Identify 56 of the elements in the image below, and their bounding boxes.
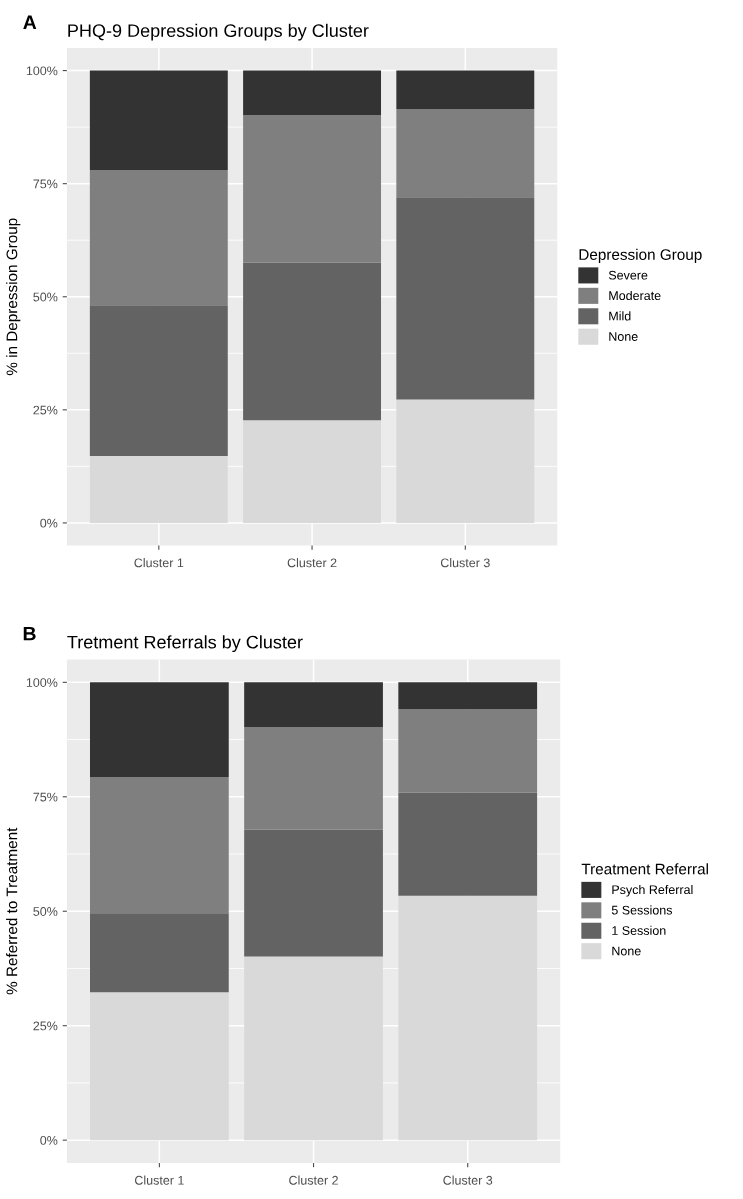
bar (243, 420, 382, 523)
bar (396, 197, 535, 400)
x-tick-label: Cluster 2 (289, 1175, 338, 1185)
legend-label: Psych Referral (612, 884, 693, 897)
bar (398, 895, 538, 1141)
legend-label: 5 Sessions (611, 905, 673, 915)
y-tick-label: 25% (33, 1021, 58, 1031)
legend-title: Depression Group (579, 248, 702, 263)
y-tick-label: 25% (33, 405, 58, 415)
bar (244, 956, 383, 1141)
text: B (23, 626, 36, 641)
chart-title: Tretment Referrals by Cluster (67, 635, 303, 653)
bar (90, 992, 229, 1141)
legend-label: Mild (609, 311, 631, 321)
bar (244, 829, 383, 957)
chart-title: PHQ-9 Depression Groups by Cluster (68, 23, 369, 41)
bar (244, 727, 383, 830)
legend-label: 1 Session (612, 925, 666, 935)
y-tick-label: 0% (40, 518, 58, 528)
legend-label: None (609, 332, 638, 341)
legend-title: Treatment Referral (581, 863, 708, 875)
bar (89, 455, 228, 523)
bar (243, 115, 382, 263)
x-tick-label: Cluster 3 (443, 1175, 493, 1185)
bar (89, 305, 228, 456)
y-tick-label: 75% (33, 792, 58, 802)
y-tick-label: 50% (33, 907, 58, 916)
legend-label: Severe (608, 270, 648, 280)
bar (243, 262, 382, 421)
x-tick-label: Cluster 3 (440, 558, 490, 568)
bar (398, 682, 538, 710)
y-axis-title: % in Depression Group (6, 218, 21, 376)
x-tick-label: Cluster 1 (135, 1175, 184, 1185)
x-tick-label: Cluster 1 (134, 558, 184, 568)
bar (398, 709, 538, 793)
bar (90, 682, 229, 778)
bar (90, 913, 229, 993)
bar (90, 777, 229, 914)
x-tick-label: Cluster 2 (287, 558, 337, 568)
y-tick-label: 75% (33, 179, 58, 189)
legend-label: Moderate (609, 290, 661, 301)
y-tick-label: 0% (40, 1135, 58, 1145)
bar (243, 70, 382, 116)
y-axis-title: % Referred to Treatment (6, 827, 18, 995)
text: A (23, 15, 37, 29)
bar (89, 70, 228, 171)
bar (396, 109, 535, 198)
bar (89, 170, 228, 306)
y-tick-label: 100% (26, 678, 58, 687)
bar (398, 792, 538, 896)
y-tick-label: 100% (26, 66, 58, 76)
bar (396, 399, 535, 523)
bar (396, 70, 535, 110)
y-tick-label: 50% (33, 292, 58, 302)
legend-label: None (612, 946, 641, 956)
bar (244, 682, 383, 728)
